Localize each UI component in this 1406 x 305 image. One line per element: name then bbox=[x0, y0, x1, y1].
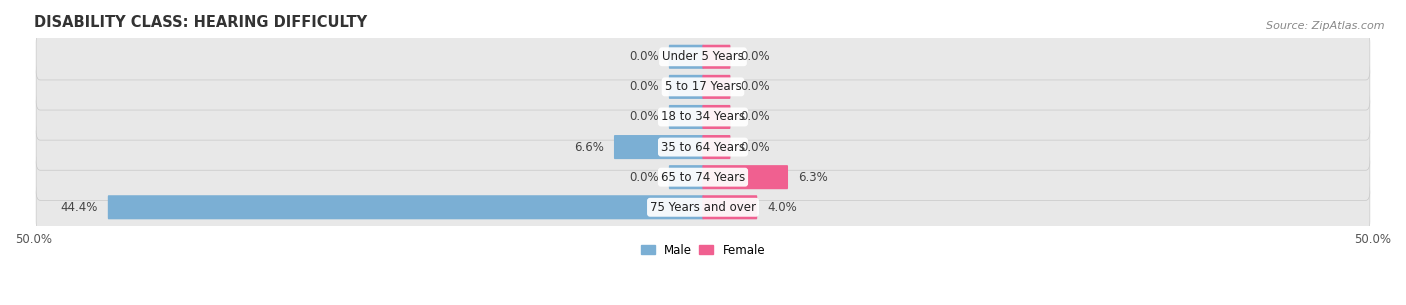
Text: 18 to 34 Years: 18 to 34 Years bbox=[661, 110, 745, 124]
Legend: Male, Female: Male, Female bbox=[636, 239, 770, 261]
Text: 0.0%: 0.0% bbox=[630, 81, 659, 93]
Text: 6.3%: 6.3% bbox=[799, 171, 828, 184]
Text: 35 to 64 Years: 35 to 64 Years bbox=[661, 141, 745, 154]
Text: 0.0%: 0.0% bbox=[741, 110, 770, 124]
Text: 6.6%: 6.6% bbox=[574, 141, 605, 154]
FancyBboxPatch shape bbox=[37, 94, 1369, 140]
Text: 4.0%: 4.0% bbox=[768, 201, 797, 214]
FancyBboxPatch shape bbox=[37, 124, 1369, 170]
Text: 0.0%: 0.0% bbox=[741, 81, 770, 93]
Text: 0.0%: 0.0% bbox=[741, 141, 770, 154]
FancyBboxPatch shape bbox=[703, 195, 758, 219]
Text: 65 to 74 Years: 65 to 74 Years bbox=[661, 171, 745, 184]
FancyBboxPatch shape bbox=[37, 184, 1369, 231]
FancyBboxPatch shape bbox=[37, 154, 1369, 200]
FancyBboxPatch shape bbox=[669, 75, 703, 99]
Text: 0.0%: 0.0% bbox=[741, 50, 770, 63]
Text: 0.0%: 0.0% bbox=[630, 50, 659, 63]
FancyBboxPatch shape bbox=[669, 105, 703, 129]
Text: 75 Years and over: 75 Years and over bbox=[650, 201, 756, 214]
FancyBboxPatch shape bbox=[37, 34, 1369, 80]
Text: 44.4%: 44.4% bbox=[60, 201, 98, 214]
FancyBboxPatch shape bbox=[703, 135, 731, 159]
FancyBboxPatch shape bbox=[703, 45, 731, 69]
Text: 5 to 17 Years: 5 to 17 Years bbox=[665, 81, 741, 93]
Text: Under 5 Years: Under 5 Years bbox=[662, 50, 744, 63]
Text: Source: ZipAtlas.com: Source: ZipAtlas.com bbox=[1267, 21, 1385, 31]
FancyBboxPatch shape bbox=[669, 45, 703, 69]
FancyBboxPatch shape bbox=[669, 165, 703, 189]
FancyBboxPatch shape bbox=[703, 165, 787, 189]
FancyBboxPatch shape bbox=[703, 75, 731, 99]
FancyBboxPatch shape bbox=[703, 105, 731, 129]
Text: DISABILITY CLASS: HEARING DIFFICULTY: DISABILITY CLASS: HEARING DIFFICULTY bbox=[34, 15, 367, 30]
FancyBboxPatch shape bbox=[614, 135, 703, 159]
FancyBboxPatch shape bbox=[108, 195, 703, 219]
FancyBboxPatch shape bbox=[37, 64, 1369, 110]
Text: 0.0%: 0.0% bbox=[630, 110, 659, 124]
Text: 0.0%: 0.0% bbox=[630, 171, 659, 184]
